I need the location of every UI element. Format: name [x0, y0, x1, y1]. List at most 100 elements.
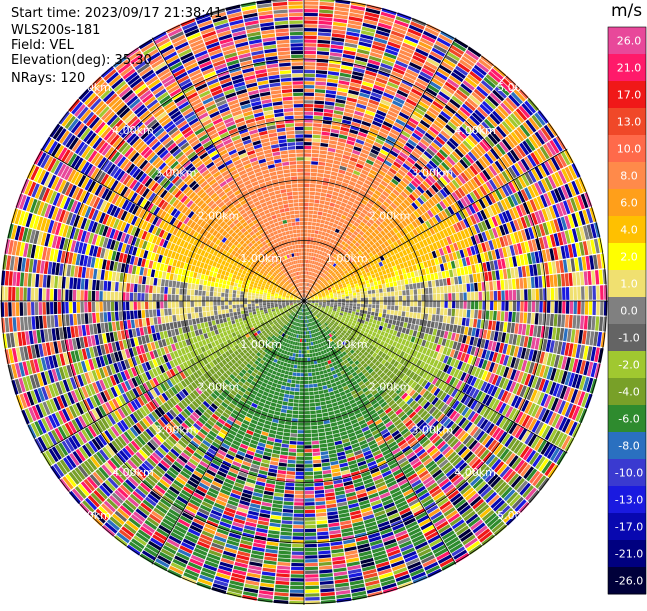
range-gate: [346, 303, 349, 305]
range-gate: [311, 361, 314, 365]
range-gate: [304, 66, 315, 70]
range-gate: [293, 525, 304, 529]
range-gate: [304, 385, 308, 388]
range-gate: [360, 292, 364, 295]
range-gate: [291, 384, 296, 388]
range-gate: [342, 299, 345, 301]
range-gate: [399, 306, 403, 311]
range-gate: [407, 296, 410, 301]
range-gate: [306, 252, 309, 255]
range-gate: [305, 430, 311, 433]
range-gate: [289, 395, 294, 399]
range-gate: [312, 445, 319, 449]
range-gate: [304, 138, 312, 141]
range-gate: [536, 301, 540, 312]
range-gate: [297, 365, 300, 368]
range-gate: [391, 306, 395, 311]
range-gate: [444, 294, 447, 301]
range-gate: [304, 199, 309, 202]
range-gate: [304, 5, 318, 9]
range-gate: [304, 195, 309, 198]
range-gate: [312, 372, 316, 376]
range-gate: [314, 207, 319, 211]
range-gate: [555, 301, 559, 313]
range-gate: [308, 230, 312, 233]
range-gate: [547, 288, 551, 300]
range-gate: [383, 292, 387, 296]
range-gate: [304, 404, 309, 407]
range-gate: [304, 218, 308, 221]
range-gate: [494, 301, 497, 310]
range-gate: [298, 362, 301, 365]
range-gate: [402, 306, 406, 311]
range-gate: [305, 426, 311, 429]
range-gate: [566, 287, 570, 300]
range-gate: [312, 376, 316, 380]
range-gate: [353, 296, 356, 299]
range-gate: [304, 366, 307, 369]
range-gate: [310, 184, 316, 188]
range-gate: [353, 306, 357, 309]
range-gate: [456, 293, 459, 301]
range-gate: [380, 301, 383, 305]
range-gate: [479, 301, 482, 310]
range-gate: [315, 230, 319, 234]
range-gate: [293, 372, 297, 376]
range-gate: [581, 301, 585, 315]
range-gate: [349, 296, 352, 299]
range-gate: [429, 301, 432, 307]
range-gate: [305, 472, 313, 475]
range-gate: [304, 214, 308, 217]
range-gate: [293, 411, 299, 415]
range-gate: [307, 362, 310, 365]
range-gate: [296, 377, 300, 381]
range-gate: [297, 445, 304, 448]
range-gate: [292, 548, 304, 552]
range-gate: [433, 301, 436, 307]
range-gate: [296, 380, 300, 384]
range-gate: [306, 331, 308, 334]
range-gate: [304, 161, 311, 164]
range-gate: [592, 286, 596, 300]
range-gate: [300, 392, 305, 395]
range-gate: [309, 380, 313, 384]
range-gate: [301, 354, 304, 357]
range-gate: [551, 301, 555, 313]
range-gate: [293, 533, 304, 537]
range-gate: [387, 292, 391, 296]
range-gate: [304, 377, 308, 380]
range-gate: [309, 211, 314, 215]
range-gate: [314, 391, 319, 395]
range-gate: [304, 207, 309, 210]
range-gate: [311, 165, 318, 169]
range-gate: [573, 287, 577, 300]
range-gate: [290, 364, 294, 368]
range-gate: [570, 301, 574, 314]
range-gate: [299, 350, 302, 353]
range-gate: [312, 154, 319, 158]
range-gate: [297, 449, 304, 452]
range-gate: [311, 369, 315, 373]
range-gate: [307, 350, 310, 353]
range-gate: [304, 89, 314, 92]
range-gate: [309, 388, 314, 392]
range-gate: [315, 196, 320, 200]
range-gate: [304, 24, 317, 28]
range-gate: [299, 400, 304, 403]
range-gate: [581, 286, 585, 300]
range-gate: [310, 192, 315, 196]
range-gate: [357, 304, 360, 307]
range-gate: [305, 491, 314, 495]
range-gate: [539, 301, 543, 313]
range-gate: [292, 376, 296, 380]
range-gate: [295, 491, 304, 494]
range-gate: [296, 460, 304, 463]
range-gate: [305, 441, 312, 444]
range-gate: [376, 293, 380, 297]
range-gate: [304, 203, 309, 206]
range-gate: [558, 301, 562, 313]
range-gate: [353, 298, 356, 301]
range-gate: [304, 112, 313, 115]
range-gate: [357, 301, 360, 304]
range-gate: [304, 165, 311, 168]
